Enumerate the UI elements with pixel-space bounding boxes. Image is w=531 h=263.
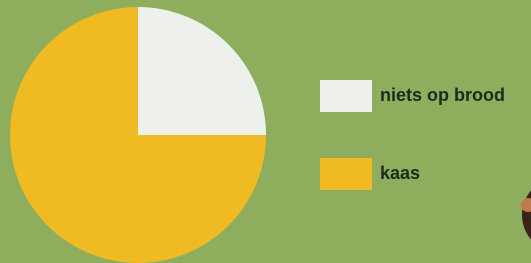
chart: niets op brood kaas xyxy=(0,0,531,263)
legend-label: niets op brood xyxy=(380,85,505,105)
page: {"chart_data": {"type": "pie", "categori… xyxy=(0,0,531,263)
legend-swatch xyxy=(320,80,372,112)
legend-label: kaas xyxy=(380,163,420,183)
legend-swatch xyxy=(320,158,372,190)
